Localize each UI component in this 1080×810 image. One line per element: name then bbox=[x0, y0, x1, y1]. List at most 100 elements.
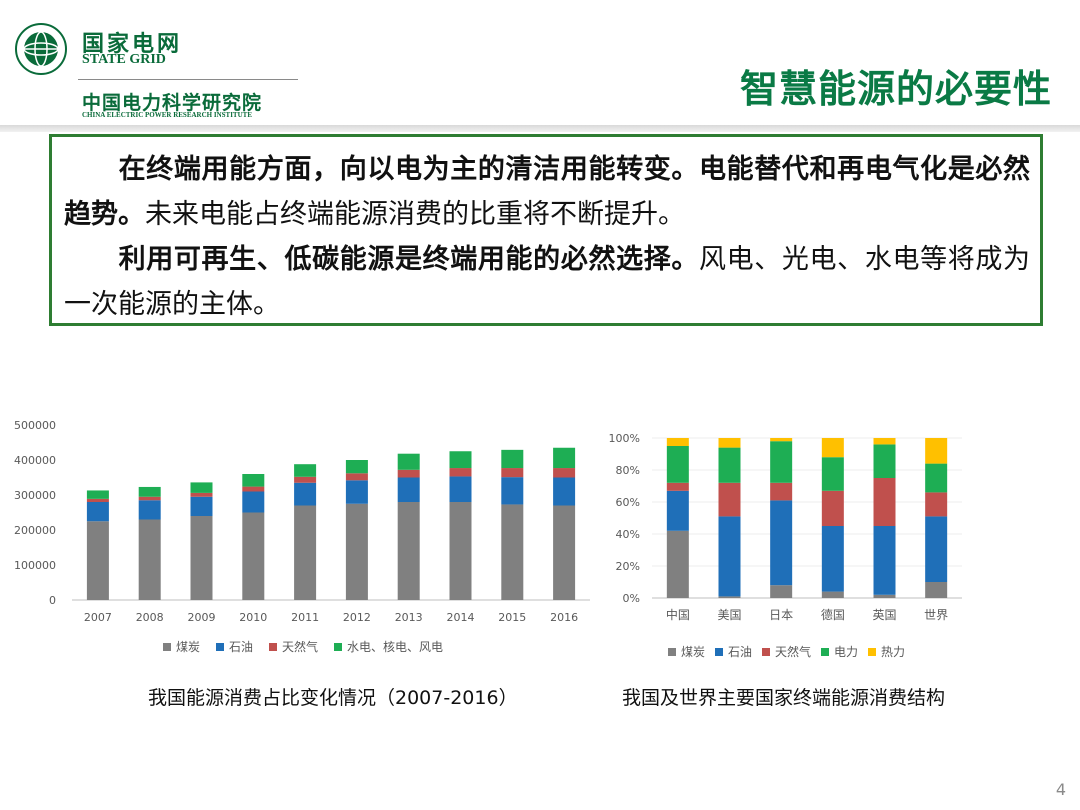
chart-1-svg: 0 100000 200000 300000 400000 500000 2007 2008 2… bbox=[14, 419, 590, 654]
slide-header: 国家电网 STATE GRID 中国电力科学研究院 CHINA ELECTRIC… bbox=[0, 0, 1080, 132]
bar-segment bbox=[770, 438, 793, 442]
terminal-energy-structure-chart: 0% 20% 40% 60% 80% 100% 中国 美国 日本 德国 英国 世界 煤炭 石油 天然气 电力 热… bbox=[600, 420, 980, 675]
bar-segment bbox=[925, 516, 948, 582]
bar-segment bbox=[770, 500, 793, 586]
legend-swatch bbox=[216, 643, 224, 651]
legend-label: 石油 bbox=[728, 645, 752, 659]
bar-segment bbox=[86, 490, 109, 499]
bar-segment bbox=[190, 492, 213, 497]
bar-segment bbox=[873, 594, 896, 598]
legend-swatch bbox=[868, 648, 876, 656]
x-tick-label: 2013 bbox=[395, 611, 423, 624]
bar-segment bbox=[449, 451, 472, 469]
key-points-box: 在终端用能方面，向以电为主的清洁用能转变。电能替代和再电气化是必然趋势。未来电能… bbox=[49, 134, 1043, 326]
bar-segment bbox=[666, 482, 689, 491]
bar-segment bbox=[501, 449, 524, 469]
x-tick-label: 2007 bbox=[84, 611, 112, 624]
bar-segment bbox=[666, 446, 689, 483]
y-tick-label: 60% bbox=[616, 496, 640, 509]
legend-swatch bbox=[163, 643, 171, 651]
y-tick-label: 0% bbox=[623, 592, 640, 605]
bar-segment bbox=[242, 486, 265, 492]
bar-segment bbox=[345, 503, 368, 600]
x-tick-label: 日本 bbox=[769, 608, 793, 622]
x-tick-label: 2010 bbox=[239, 611, 267, 624]
institute-name-en: CHINA ELECTRIC POWER RESEARCH INSTITUTE bbox=[82, 111, 252, 119]
bar-segment bbox=[294, 505, 317, 600]
bar-segment bbox=[553, 505, 576, 600]
china-energy-consumption-chart: 0 100000 200000 300000 400000 500000 2007 2008 2… bbox=[0, 405, 600, 675]
bar-segment bbox=[873, 478, 896, 526]
institute-name-cn: 中国电力科学研究院 bbox=[82, 92, 263, 114]
bar-segment bbox=[501, 504, 524, 600]
bar-segment bbox=[397, 477, 420, 502]
bar-segment bbox=[86, 521, 109, 600]
legend-swatch bbox=[334, 643, 342, 651]
brand-divider bbox=[78, 79, 298, 80]
y-tick-label: 20% bbox=[616, 560, 640, 573]
bar-segment bbox=[138, 519, 161, 600]
chart-2-caption: 我国及世界主要国家终端能源消费结构 bbox=[622, 687, 946, 709]
x-tick-label: 2011 bbox=[291, 611, 319, 624]
bar-segment bbox=[190, 482, 213, 493]
bar-segment bbox=[449, 468, 472, 477]
y-tick-label: 100000 bbox=[14, 559, 56, 572]
bar-segment bbox=[86, 498, 109, 502]
paragraph-1-text: 未来电能占终端能源消费的比重将不断提升。 bbox=[145, 199, 685, 230]
bar-segment bbox=[242, 491, 265, 513]
bar-segment bbox=[718, 596, 741, 598]
bar-segment bbox=[925, 438, 948, 464]
legend-label: 热力 bbox=[881, 645, 905, 659]
bar-segment bbox=[770, 441, 793, 483]
bar-segment bbox=[86, 502, 109, 522]
y-tick-label: 500000 bbox=[14, 419, 56, 432]
bar-segment bbox=[821, 526, 844, 592]
bar-segment bbox=[138, 500, 161, 520]
y-tick-label: 100% bbox=[609, 432, 640, 445]
x-tick-label: 2012 bbox=[343, 611, 371, 624]
bar-segment bbox=[345, 460, 368, 474]
bar-segment bbox=[666, 438, 689, 446]
legend-swatch bbox=[668, 648, 676, 656]
x-tick-label: 美国 bbox=[717, 608, 741, 622]
bar-segment bbox=[242, 512, 265, 600]
bar-segment bbox=[294, 482, 317, 506]
bar-segment bbox=[190, 516, 213, 600]
paragraph-1-bold: 在终端用能方面，向以电为主的清洁用能转变。电能替代和再电气化是必然趋势。 bbox=[64, 154, 1030, 230]
bar-segment bbox=[553, 447, 576, 469]
x-tick-label: 2009 bbox=[188, 611, 216, 624]
bar-segment bbox=[345, 480, 368, 504]
bar-segment bbox=[397, 502, 420, 600]
legend-label: 天然气 bbox=[282, 639, 318, 654]
bar-segment bbox=[553, 477, 576, 506]
bar-segment bbox=[190, 496, 213, 516]
bar-segment bbox=[873, 438, 896, 445]
y-tick-label: 400000 bbox=[14, 454, 56, 467]
legend-label: 电力 bbox=[834, 645, 858, 659]
bar-segment bbox=[138, 486, 161, 497]
bar-segment bbox=[821, 438, 844, 458]
bar-segment bbox=[821, 490, 844, 526]
page-number: 4 bbox=[1055, 780, 1066, 799]
bar-segment bbox=[718, 516, 741, 597]
legend-label: 水电、核电、风电 bbox=[347, 640, 443, 654]
bar-segment bbox=[501, 468, 524, 478]
legend-swatch bbox=[762, 648, 770, 656]
bar-segment bbox=[770, 585, 793, 598]
bar-segment bbox=[294, 476, 317, 483]
x-tick-label: 2016 bbox=[550, 611, 578, 624]
bar-segment bbox=[138, 496, 161, 501]
bar-segment bbox=[718, 482, 741, 517]
bar-segment bbox=[449, 502, 472, 600]
bar-segment bbox=[821, 457, 844, 491]
bar-segment bbox=[242, 474, 265, 487]
bar-segment bbox=[553, 468, 576, 478]
bar-segment bbox=[397, 469, 420, 478]
legend-label: 天然气 bbox=[775, 644, 811, 659]
x-tick-label: 世界 bbox=[924, 608, 948, 622]
legend-label: 石油 bbox=[229, 640, 253, 654]
bar-segment bbox=[501, 477, 524, 505]
paragraph-2-text: 风电、光电、水电等将成为一次能源的主体。 bbox=[64, 244, 1030, 320]
bar-segment bbox=[925, 492, 948, 517]
